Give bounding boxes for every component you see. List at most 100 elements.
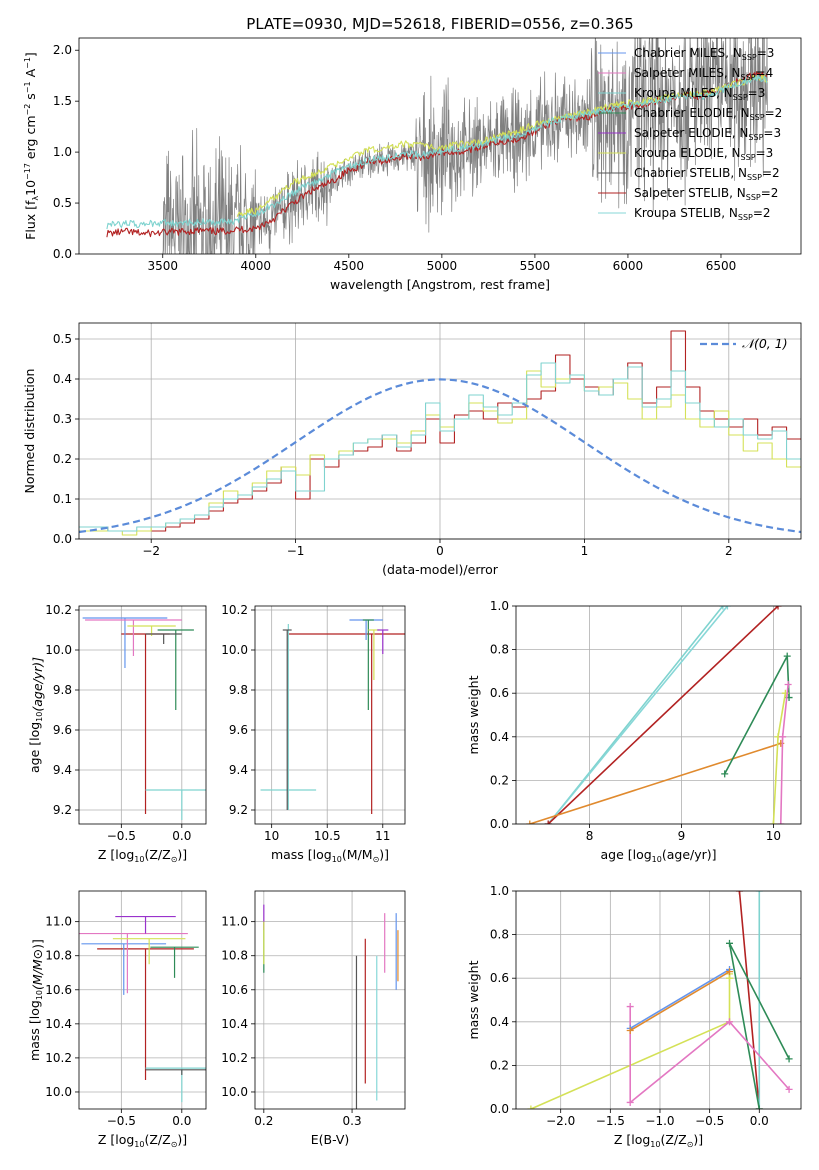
y-tick-label: 9.6: [229, 723, 248, 737]
weight-line-salpeter-miles: [629, 1006, 790, 1104]
histogram-kroupa-miles: [79, 362, 801, 532]
x-axis-label: Z [log10(Z/Z⊙)]: [614, 1132, 703, 1149]
y-tick-label: 1.0: [490, 884, 509, 898]
legend-entry: Chabrier ELODIE, NSSP=2: [634, 106, 782, 122]
legend-sub: SSP: [738, 213, 753, 222]
weight-line-salpeter-miles: [779, 684, 789, 824]
x-tick-label: 10: [264, 829, 279, 843]
legend-text: Chabrier MILES, N: [634, 46, 742, 60]
x-axis-label: wavelength [Angstrom, rest frame]: [330, 277, 550, 292]
y-tick-label: 0.4: [490, 1015, 509, 1029]
y-tick-label: 2.0: [53, 43, 72, 57]
y-tick-label: 11.0: [221, 915, 248, 929]
legend-entry: 𝒩(0, 1): [742, 336, 788, 351]
weight-vs-age-frame: [515, 605, 802, 825]
label-part: 10: [134, 855, 144, 864]
plus-marker: [726, 968, 734, 976]
x-tick-label: −2: [142, 544, 160, 558]
label-part: ⊙: [30, 949, 45, 959]
label-part: ]: [23, 52, 38, 57]
age-vs-metallicity-axes: −0.5 0.09.29.49.69.810.010.2Z [log10(Z/Z⊙…: [27, 603, 206, 864]
plus-marker: [726, 939, 734, 947]
plus-marker: [723, 606, 731, 610]
gaussian-curve: [79, 378, 801, 534]
weight-line-salpeter-stelib: [547, 606, 779, 824]
label-part: ⊙: [171, 855, 178, 864]
legend-sub: SSP: [750, 113, 765, 122]
y-tick-label: 0.2: [490, 773, 509, 787]
x-axis-label: age [log10(age/yr)]: [600, 847, 716, 864]
x-tick-label: −0.5: [107, 1114, 136, 1128]
legend-sub: SSP: [747, 173, 762, 182]
label-part: Flux [f: [23, 200, 38, 240]
mass-vs-metallicity-plot: [79, 915, 206, 1103]
mass-vs-metallicity-frame: [78, 890, 207, 1110]
y-tick-label: 0.0: [53, 532, 72, 546]
age-vs-metallicity-frame: [78, 605, 207, 825]
legend-text: Chabrier STELIB, N: [634, 166, 747, 180]
y-tick-label: 10.2: [45, 1051, 72, 1065]
chart-title: PLATE=0930, MJD=52618, FIBERID=0556, z=0…: [246, 15, 633, 33]
age-vs-metallicity-plot: [82, 617, 206, 820]
label-part: ⊙: [171, 1140, 178, 1149]
label-part: age [log: [600, 847, 651, 862]
y-axis-label: mass [log10(M/M⊙)]: [27, 939, 45, 1061]
y-tick-label: 1.0: [490, 599, 509, 613]
plus-marker: [774, 606, 782, 610]
weight-vs-metallicity-frame: [515, 890, 802, 1110]
label-part: )]: [177, 1132, 187, 1147]
legend-text: Salpeter ELODIE, N: [634, 126, 748, 140]
x-tick-label: 6000: [613, 259, 644, 273]
x-axis-label: Z [log10(Z/Z⊙)]: [98, 1132, 187, 1149]
label-part: (M/M: [30, 959, 45, 990]
y-tick-label: 10.0: [221, 1085, 248, 1099]
legend-text: Salpeter STELIB, N: [634, 186, 746, 200]
x-tick-label: −0.5: [107, 829, 136, 843]
legend-sub: SSP: [742, 53, 757, 62]
y-tick-label: 0.5: [53, 196, 72, 210]
legend-sub: SSP: [741, 73, 756, 82]
legend-entry: Salpeter ELODIE, NSSP=3: [634, 126, 781, 142]
label-part: )]: [379, 847, 389, 862]
y-axis-label: mass weight: [466, 960, 481, 1039]
label-part: age [log: [27, 722, 42, 773]
x-tick-label: 4500: [334, 259, 365, 273]
plus-marker: [527, 1105, 535, 1109]
legend-value: =3: [763, 126, 781, 140]
label-part: )]: [177, 847, 187, 862]
label-part: 10: [35, 712, 44, 722]
mass-vs-ebv-frame: [254, 890, 406, 1110]
mass-vs-metallicity-axes: −0.5 0.010.010.210.410.610.811.0Z [log10(…: [27, 891, 206, 1149]
plus-marker: [785, 1085, 793, 1093]
x-tick-label: 2: [725, 544, 733, 558]
age-vs-mass-plot: [260, 619, 405, 814]
y-tick-label: 10.0: [221, 643, 248, 657]
legend-entry: Kroupa STELIB, NSSP=2: [634, 206, 771, 222]
legend-sub: SSP: [748, 133, 763, 142]
errorbar-point: [79, 932, 188, 994]
label-part: 10: [652, 855, 662, 864]
y-tick-label: 0.6: [490, 686, 509, 700]
plus-marker: [769, 820, 777, 824]
legend-value: =2: [753, 206, 771, 220]
label-part: (age/yr)]: [662, 847, 717, 862]
errorbar-point: [81, 943, 167, 995]
x-tick-label: 9: [678, 829, 686, 843]
age-vs-mass-frame: [254, 605, 406, 825]
errorbar-point: [150, 946, 199, 978]
x-tick-label: 10.5: [314, 829, 341, 843]
residuals-frame: [78, 322, 802, 540]
legend-entry: Kroupa MILES, NSSP=3: [634, 86, 765, 102]
y-tick-label: 0.8: [490, 643, 509, 657]
x-tick-label: 0: [436, 544, 444, 558]
mass-vs-ebv-plot: [263, 904, 399, 1109]
errorbar-point: [145, 633, 182, 644]
y-tick-label: 0.1: [53, 492, 72, 506]
y-tick-label: 10.4: [45, 1017, 72, 1031]
label-part: 10: [650, 1140, 660, 1149]
y-tick-label: 10.8: [221, 949, 248, 963]
weight-line-kroupa-stelib: [547, 606, 729, 824]
x-tick-label: 0.2: [254, 1114, 273, 1128]
label-part: 10: [332, 855, 342, 864]
